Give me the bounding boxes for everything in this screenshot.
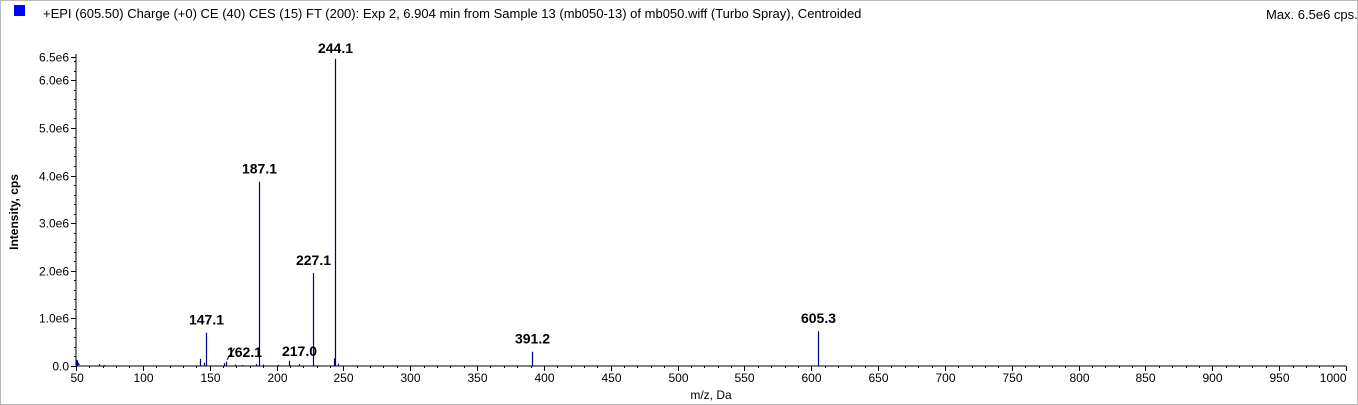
peak-label-leader — [226, 347, 235, 360]
max-intensity-label: Max. 6.5e6 cps. — [1266, 7, 1358, 22]
y-tick-label: 1.0e6 — [39, 312, 69, 326]
axes: 50 100 150 200 250 300 350 400 450 500 550 600 650 70… — [39, 51, 1347, 385]
peak-label: 217.0 — [282, 343, 317, 359]
x-tick-label: 950 — [1269, 371, 1289, 385]
x-tick-label: 600 — [801, 371, 821, 385]
x-tick-label: 1000 — [1320, 371, 1347, 385]
peak-label: 162.1 — [227, 344, 262, 360]
x-tick-label: 550 — [734, 371, 754, 385]
peak-label: 605.3 — [801, 310, 836, 326]
y-tick-label: 5.0e6 — [39, 122, 69, 136]
peak-label: 244.1 — [318, 40, 353, 56]
y-tick-label: 2.0e6 — [39, 265, 69, 279]
x-tick-label: 700 — [935, 371, 955, 385]
x-tick-label: 250 — [333, 371, 353, 385]
x-tick-label: 450 — [601, 371, 621, 385]
x-tick-label: 300 — [400, 371, 420, 385]
peaks-layer — [76, 58, 820, 366]
peak-label: 227.1 — [296, 252, 331, 268]
y-tick-label: 4.0e6 — [39, 170, 69, 184]
y-axis-label: Intensity, cps — [7, 174, 21, 250]
x-tick-label: 800 — [1069, 371, 1089, 385]
peak-label: 187.1 — [242, 161, 277, 177]
x-tick-label: 100 — [133, 371, 153, 385]
y-tick-label: 6.0e6 — [39, 74, 69, 88]
y-tick-label: 0.0 — [52, 360, 69, 374]
peak-label: 147.1 — [189, 312, 224, 328]
x-tick-label: 500 — [668, 371, 688, 385]
x-tick-label: 200 — [267, 371, 287, 385]
x-axis-label: m/z, Da — [690, 388, 732, 402]
peak-label: 391.2 — [515, 331, 550, 347]
y-tick-label: 6.5e6 — [39, 51, 69, 65]
y-tick-label: 3.0e6 — [39, 217, 69, 231]
x-tick-label: 900 — [1202, 371, 1222, 385]
x-tick-label: 150 — [200, 371, 220, 385]
chart-title: +EPI (605.50) Charge (+0) CE (40) CES (1… — [43, 6, 862, 21]
x-tick-label: 350 — [467, 371, 487, 385]
x-tick-label: 750 — [1002, 371, 1022, 385]
x-tick-label: 650 — [868, 371, 888, 385]
x-tick-label: 400 — [534, 371, 554, 385]
series-color-swatch — [14, 5, 25, 16]
x-tick-label: 50 — [71, 371, 85, 385]
x-tick-label: 850 — [1135, 371, 1155, 385]
